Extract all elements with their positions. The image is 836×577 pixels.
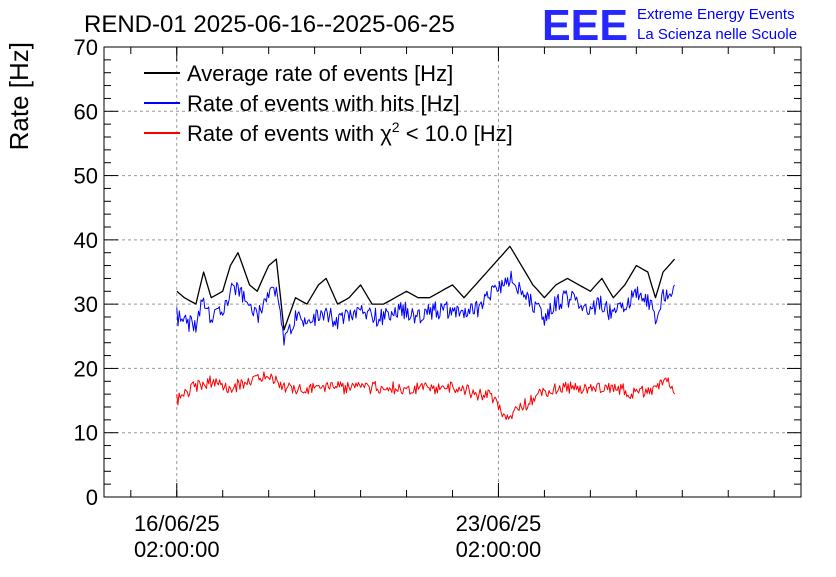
- legend: Average rate of events [Hz] Rate of even…: [144, 61, 513, 146]
- y-tick-label: 40: [74, 228, 98, 253]
- axis-ticks: [104, 46, 801, 498]
- tick-labels: 01020304050607016/06/2502:00:0023/06/250…: [74, 35, 542, 562]
- x-tick-label-date: 23/06/25: [456, 511, 542, 536]
- x-tick-label-time: 02:00:00: [134, 537, 220, 562]
- legend-chi2-exp: 2: [392, 119, 400, 135]
- legend-label-hits: Rate of events with hits [Hz]: [187, 91, 460, 116]
- y-tick-label: 20: [74, 356, 98, 381]
- series-line-average: [176, 245, 676, 331]
- series-lines: [176, 245, 676, 421]
- legend-chi2-prefix: Rate of events with: [187, 121, 380, 146]
- y-tick-label: 60: [74, 99, 98, 124]
- y-axis-label: Rate [Hz]: [4, 42, 34, 150]
- eee-logo: EEE Extreme Energy Events La Scienza nel…: [542, 1, 797, 50]
- chart-title: REND-01 2025-06-16--2025-06-25: [84, 11, 455, 38]
- x-tick-label-date: 16/06/25: [134, 511, 220, 536]
- y-tick-label: 50: [74, 164, 98, 189]
- y-tick-label: 10: [74, 421, 98, 446]
- legend-chi2-symbol: χ: [380, 121, 392, 146]
- eee-logo-line2: La Scienza nelle Scuole: [637, 26, 797, 43]
- eee-logo-mark: EEE: [542, 1, 628, 50]
- y-tick-label: 30: [74, 292, 98, 317]
- x-tick-label-time: 02:00:00: [456, 537, 542, 562]
- legend-label-chi2: Rate of events with χ2 < 10.0 [Hz]: [187, 119, 513, 146]
- series-line-hits: [176, 270, 676, 346]
- y-tick-label: 0: [86, 485, 98, 510]
- grid-lines: [104, 47, 801, 497]
- y-tick-label: 70: [74, 35, 98, 60]
- legend-label-average: Average rate of events [Hz]: [187, 61, 453, 86]
- legend-chi2-suffix: < 10.0 [Hz]: [400, 121, 513, 146]
- series-line-chi2: [176, 371, 676, 421]
- eee-logo-line1: Extreme Energy Events: [637, 6, 795, 23]
